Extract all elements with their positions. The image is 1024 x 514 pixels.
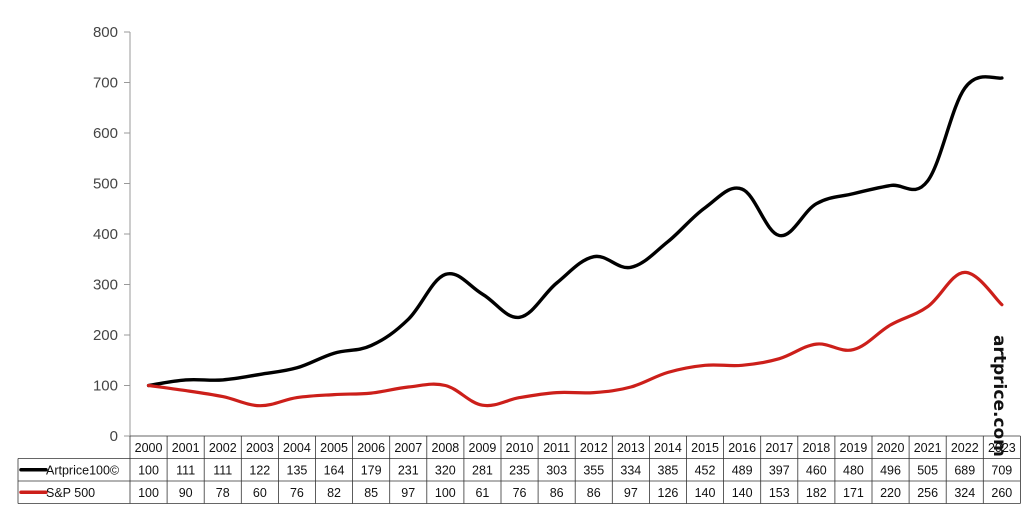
x-tick-label: 2019 bbox=[840, 441, 868, 455]
data-label: 140 bbox=[695, 486, 716, 500]
data-label: 76 bbox=[513, 486, 527, 500]
data-label: 460 bbox=[806, 463, 827, 477]
data-label: 78 bbox=[216, 486, 230, 500]
legend-label: Artprice100© bbox=[46, 463, 120, 477]
data-label: 90 bbox=[179, 486, 193, 500]
data-label: 235 bbox=[509, 463, 530, 477]
x-tick-label: 2021 bbox=[914, 441, 942, 455]
data-label: 60 bbox=[253, 486, 267, 500]
y-tick-label: 700 bbox=[93, 75, 118, 92]
data-label: 480 bbox=[843, 463, 864, 477]
data-label: 100 bbox=[138, 463, 159, 477]
data-label: 709 bbox=[991, 463, 1012, 477]
x-tick-label: 2023 bbox=[988, 441, 1016, 455]
data-label: 164 bbox=[324, 463, 345, 477]
y-tick-label: 100 bbox=[93, 378, 118, 395]
y-tick-label: 300 bbox=[93, 277, 118, 294]
series-lines bbox=[146, 75, 1004, 408]
data-label: 320 bbox=[435, 463, 456, 477]
data-label: 86 bbox=[550, 486, 564, 500]
x-tick-label: 2008 bbox=[431, 441, 459, 455]
data-label: 100 bbox=[435, 486, 456, 500]
watermark-artprice: artprice.com bbox=[989, 335, 1009, 457]
series-line-sp500 bbox=[146, 270, 1004, 408]
legend-label: S&P 500 bbox=[46, 486, 95, 500]
x-tick-label: 2002 bbox=[209, 441, 237, 455]
data-label: 85 bbox=[364, 486, 378, 500]
data-label: 111 bbox=[176, 463, 195, 477]
data-label: 140 bbox=[732, 486, 753, 500]
x-tick-label: 2014 bbox=[654, 441, 682, 455]
y-tick-label: 0 bbox=[110, 428, 118, 445]
data-label: 76 bbox=[290, 486, 304, 500]
data-label: 153 bbox=[769, 486, 790, 500]
data-label: 256 bbox=[917, 486, 938, 500]
series-line-artprice100 bbox=[146, 75, 1004, 388]
data-label: 220 bbox=[880, 486, 901, 500]
x-tick-label: 2009 bbox=[469, 441, 497, 455]
data-label: 86 bbox=[587, 486, 601, 500]
x-tick-label: 2003 bbox=[246, 441, 274, 455]
x-tick-label: 2017 bbox=[765, 441, 793, 455]
x-tick-label: 2006 bbox=[357, 441, 385, 455]
data-label: 97 bbox=[401, 486, 415, 500]
y-axis: 0 100 200 300 400 500 600 700 800 bbox=[93, 24, 131, 445]
x-tick-label: 2018 bbox=[802, 441, 830, 455]
x-tick-label: 2016 bbox=[728, 441, 756, 455]
data-label: 334 bbox=[620, 463, 641, 477]
data-label: 281 bbox=[472, 463, 493, 477]
data-label: 82 bbox=[327, 486, 341, 500]
x-tick-label: 2022 bbox=[951, 441, 979, 455]
data-label: 496 bbox=[880, 463, 901, 477]
data-label: 355 bbox=[583, 463, 604, 477]
data-label: 324 bbox=[954, 486, 975, 500]
data-label: 689 bbox=[954, 463, 975, 477]
x-tick-label: 2011 bbox=[543, 441, 570, 455]
data-label: 171 bbox=[843, 486, 864, 500]
data-label: 397 bbox=[769, 463, 790, 477]
x-tick-label: 2010 bbox=[506, 441, 534, 455]
y-tick-label: 800 bbox=[93, 24, 118, 41]
x-tick-label: 2004 bbox=[283, 441, 311, 455]
data-label: 61 bbox=[475, 486, 489, 500]
data-table: 2000 2001 2002 2003 2004 2005 2006 2007 2008 2009… bbox=[17, 435, 1021, 504]
x-tick-label: 2015 bbox=[691, 441, 719, 455]
data-label: 231 bbox=[398, 463, 419, 477]
x-tick-label: 2001 bbox=[172, 441, 200, 455]
data-label: 97 bbox=[624, 486, 638, 500]
data-label: 489 bbox=[732, 463, 753, 477]
x-tick-label: 2000 bbox=[135, 441, 163, 455]
y-tick-label: 400 bbox=[93, 226, 118, 243]
x-tick-label: 2012 bbox=[580, 441, 608, 455]
x-tick-label: 2020 bbox=[877, 441, 905, 455]
data-label: 179 bbox=[361, 463, 382, 477]
data-label: 385 bbox=[658, 463, 679, 477]
data-label: 452 bbox=[695, 463, 716, 477]
data-label: 111 bbox=[213, 463, 232, 477]
data-label: 303 bbox=[546, 463, 567, 477]
data-label: 126 bbox=[658, 486, 679, 500]
data-label: 100 bbox=[138, 486, 159, 500]
x-tick-label: 2013 bbox=[617, 441, 645, 455]
y-tick-label: 500 bbox=[93, 176, 118, 193]
data-label: 182 bbox=[806, 486, 827, 500]
y-tick-label: 600 bbox=[93, 125, 118, 142]
data-label: 260 bbox=[991, 486, 1012, 500]
x-tick-label: 2007 bbox=[394, 441, 422, 455]
y-tick-label: 200 bbox=[93, 327, 118, 344]
data-label: 135 bbox=[287, 463, 308, 477]
data-label: 505 bbox=[917, 463, 938, 477]
x-tick-label: 2005 bbox=[320, 441, 348, 455]
data-label: 122 bbox=[249, 463, 270, 477]
